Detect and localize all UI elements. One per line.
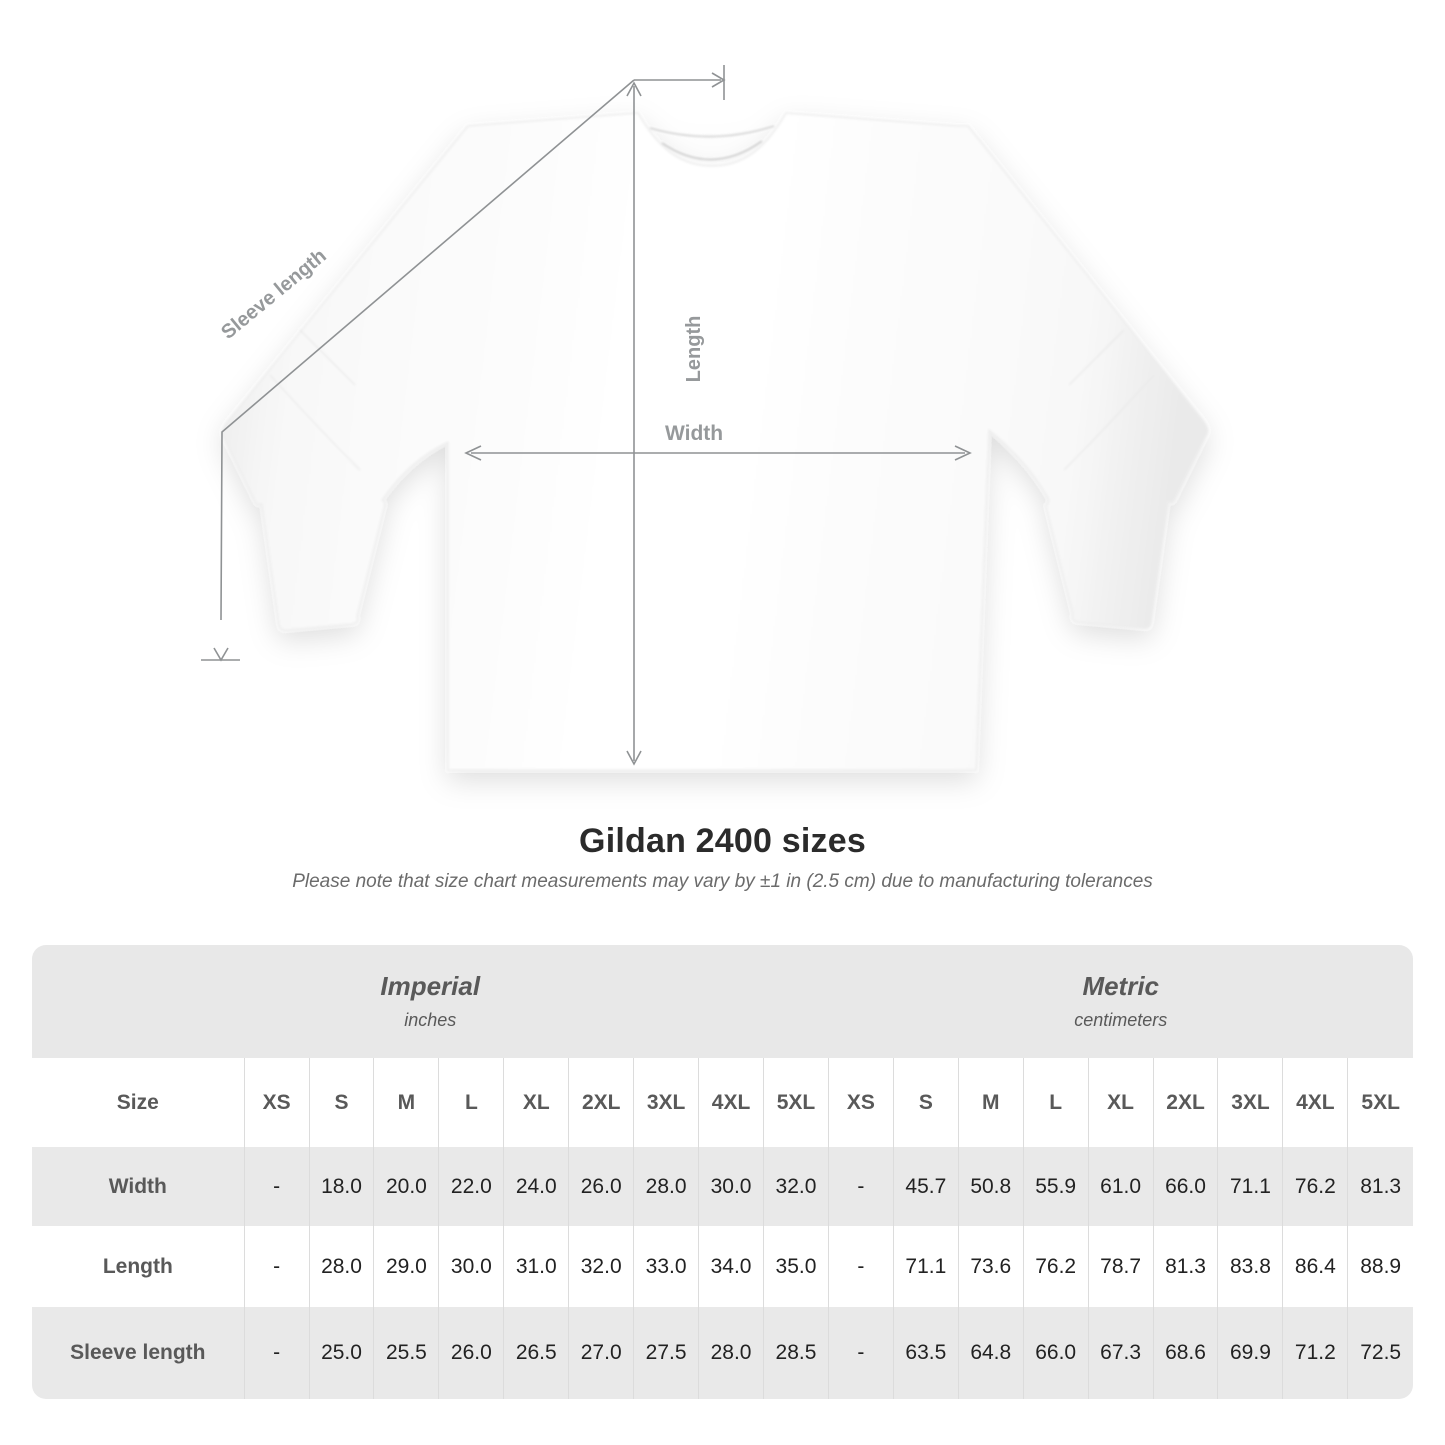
svg-text:Length: Length [683, 316, 705, 383]
svg-text:Width: Width [665, 422, 723, 445]
